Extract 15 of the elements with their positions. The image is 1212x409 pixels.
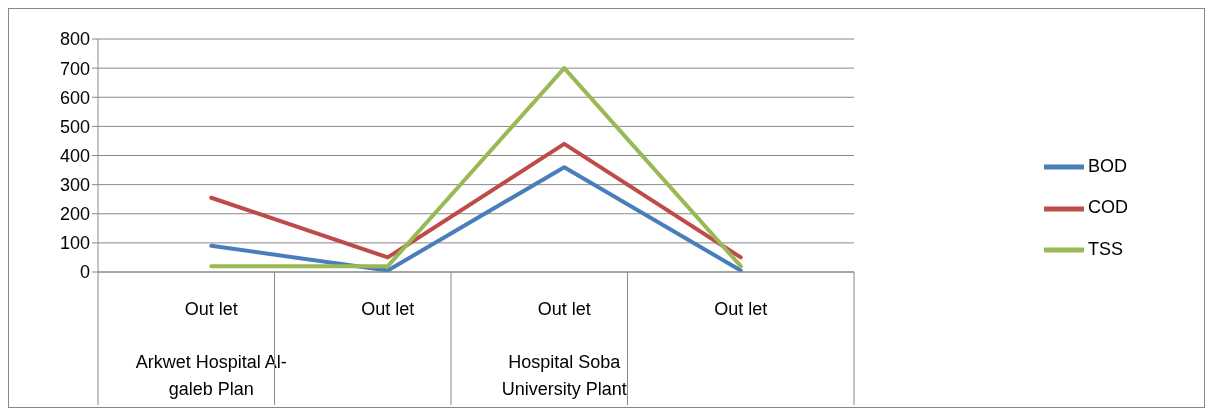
y-tick-label: 200 xyxy=(59,204,90,225)
y-tick-label: 0 xyxy=(79,262,90,283)
y-tick-label: 600 xyxy=(59,87,90,108)
x-tick-label: Out let xyxy=(361,299,415,319)
x-tick-label: Out let xyxy=(714,299,768,319)
y-tick-label: 100 xyxy=(59,233,90,254)
y-tick-label: 500 xyxy=(59,116,90,137)
y-tick-label: 300 xyxy=(59,175,90,196)
y-tick-label: 700 xyxy=(59,58,90,79)
y-tick-label: 800 xyxy=(59,29,90,50)
legend-label: TSS xyxy=(1088,238,1124,259)
legend-label: BOD xyxy=(1088,156,1128,177)
legend-label: COD xyxy=(1088,197,1128,218)
y-tick-label: 400 xyxy=(59,145,90,166)
category-label: Out let Hospital Soba University Plant xyxy=(501,299,627,399)
